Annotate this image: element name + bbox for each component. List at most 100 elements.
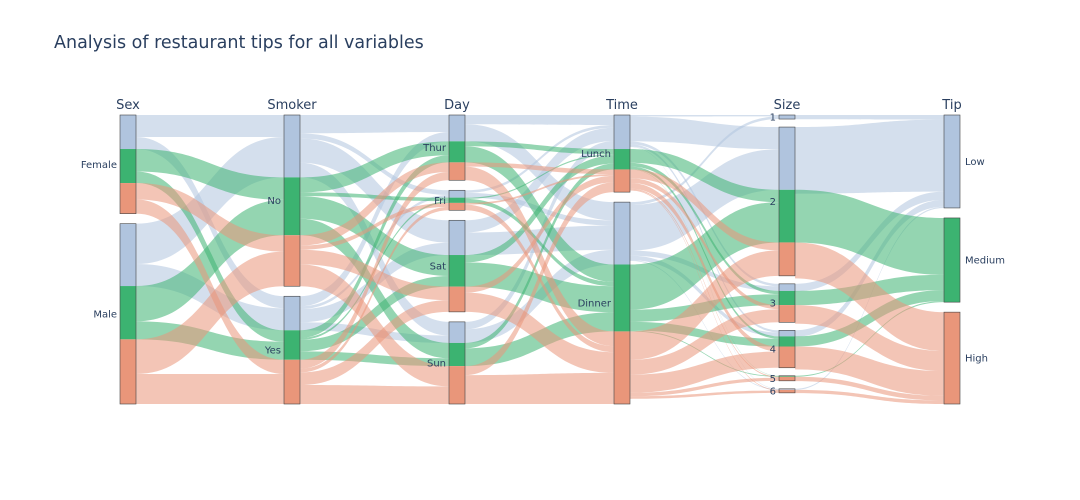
bar-time-Dinner-high[interactable] <box>614 331 630 404</box>
bar-size-5-medium[interactable] <box>779 375 795 377</box>
bar-size-6-low[interactable] <box>779 388 795 390</box>
category-label-tip-High: High <box>965 354 988 365</box>
category-box-smoker-No[interactable] <box>283 114 301 287</box>
bar-tip-Low-low[interactable] <box>944 115 960 208</box>
bar-smoker-Yes-low[interactable] <box>284 296 300 331</box>
ribbon-high <box>795 389 944 404</box>
category-box-day-Sun[interactable] <box>448 321 466 405</box>
bar-size-3-high[interactable] <box>779 305 795 323</box>
chart-title: Analysis of restaurant tips for all vari… <box>54 33 424 53</box>
bar-size-2-medium[interactable] <box>779 189 795 243</box>
bar-size-2-low[interactable] <box>779 127 795 190</box>
ribbon-high <box>136 183 284 252</box>
ribbon-medium <box>465 155 614 263</box>
ribbon-low <box>795 199 944 337</box>
category-box-time-Lunch[interactable] <box>613 114 631 193</box>
ribbon-high <box>465 166 614 347</box>
bar-day-Thur-high[interactable] <box>449 162 465 181</box>
category-box-size-2[interactable] <box>778 126 796 277</box>
bar-size-4-low[interactable] <box>779 330 795 337</box>
axis-smoker[interactable]: Smoker No Yes <box>264 98 317 405</box>
bar-smoker-No-medium[interactable] <box>284 177 300 236</box>
ribbon-high <box>630 182 779 352</box>
bar-smoker-Yes-medium[interactable] <box>284 330 300 360</box>
category-box-size-4[interactable] <box>778 330 796 369</box>
bar-sex-Male-low[interactable] <box>120 223 136 287</box>
category-box-day-Thur[interactable] <box>448 114 466 181</box>
axis-tip[interactable]: Tip Low Medium High <box>941 98 1005 405</box>
bar-size-6-high[interactable] <box>779 389 795 393</box>
ribbon-medium <box>300 155 449 338</box>
ribbon-medium <box>630 202 779 310</box>
category-box-tip-Medium[interactable] <box>943 217 961 303</box>
ribbon-low <box>795 119 944 194</box>
bar-size-4-medium[interactable] <box>779 336 795 347</box>
ribbon-medium <box>630 162 779 295</box>
bar-day-Thur-low[interactable] <box>449 115 465 142</box>
bar-day-Sat-high[interactable] <box>449 286 465 312</box>
ribbon-medium <box>630 330 779 377</box>
bar-smoker-No-high[interactable] <box>284 235 300 287</box>
category-box-size-3[interactable] <box>778 283 796 323</box>
axis-time[interactable]: Time Lunch Dinner <box>578 98 638 405</box>
bar-time-Lunch-high[interactable] <box>614 169 630 193</box>
bar-smoker-No-low[interactable] <box>284 115 300 178</box>
bar-time-Lunch-low[interactable] <box>614 115 630 150</box>
ribbon-medium <box>300 275 449 352</box>
category-box-time-Dinner[interactable] <box>613 201 631 405</box>
bar-tip-Medium-medium[interactable] <box>944 217 960 303</box>
bar-sex-Male-medium[interactable] <box>120 286 136 340</box>
bar-day-Sun-low[interactable] <box>449 321 465 343</box>
category-box-smoker-Yes[interactable] <box>283 295 301 405</box>
category-box-day-Fri[interactable] <box>448 189 466 211</box>
bar-sex-Male-high[interactable] <box>120 339 136 404</box>
axis-day[interactable]: Day Thur Fri Sat Sun <box>422 98 470 405</box>
bar-size-1-low[interactable] <box>779 115 795 120</box>
bar-day-Sun-high[interactable] <box>449 366 465 404</box>
ribbon-high <box>795 242 944 352</box>
ribbon-low <box>465 124 614 221</box>
bar-time-Lunch-medium[interactable] <box>614 149 630 170</box>
category-label-day-Fri: Fri <box>434 196 446 207</box>
axis-label-day: Day <box>444 98 470 113</box>
bar-day-Sat-medium[interactable] <box>449 255 465 287</box>
category-box-tip-Low[interactable] <box>943 114 961 209</box>
bar-tip-High-high[interactable] <box>944 312 960 404</box>
category-box-tip-High[interactable] <box>943 311 961 405</box>
bar-day-Thur-medium[interactable] <box>449 141 465 163</box>
bar-sex-Female-high[interactable] <box>120 183 136 214</box>
bar-size-4-high[interactable] <box>779 346 795 368</box>
category-box-day-Sat[interactable] <box>448 219 466 313</box>
bar-size-2-high[interactable] <box>779 242 795 276</box>
bar-size-3-low[interactable] <box>779 283 795 291</box>
ribbons <box>136 115 944 404</box>
ribbon-high <box>630 377 779 397</box>
bar-day-Sat-low[interactable] <box>449 220 465 256</box>
category-box-sex-Male[interactable] <box>119 223 137 405</box>
bar-smoker-Yes-high[interactable] <box>284 359 300 404</box>
category-label-size-3: 3 <box>770 299 776 310</box>
bar-day-Fri-medium[interactable] <box>449 197 465 203</box>
bar-size-3-medium[interactable] <box>779 290 795 306</box>
bar-time-Dinner-medium[interactable] <box>614 264 630 332</box>
axis-label-time: Time <box>605 98 638 113</box>
category-box-size-1[interactable] <box>778 114 796 120</box>
bar-day-Sun-medium[interactable] <box>449 342 465 367</box>
category-box-size-5[interactable] <box>778 375 796 382</box>
bar-size-5-high[interactable] <box>779 376 795 381</box>
ribbon-high <box>300 249 449 301</box>
ribbon-high <box>630 178 779 310</box>
bar-day-Fri-low[interactable] <box>449 190 465 198</box>
bar-time-Dinner-low[interactable] <box>614 202 630 265</box>
bar-sex-Female-medium[interactable] <box>120 149 136 184</box>
ribbon-medium <box>465 198 614 287</box>
ribbon-medium <box>465 262 614 313</box>
ribbon-high <box>630 309 779 375</box>
category-box-sex-Female[interactable] <box>119 114 137 214</box>
axis-sex[interactable]: Sex Female Male <box>81 98 140 405</box>
category-box-size-6[interactable] <box>778 388 796 394</box>
bar-day-Fri-high[interactable] <box>449 202 465 211</box>
bar-sex-Female-low[interactable] <box>120 115 136 150</box>
